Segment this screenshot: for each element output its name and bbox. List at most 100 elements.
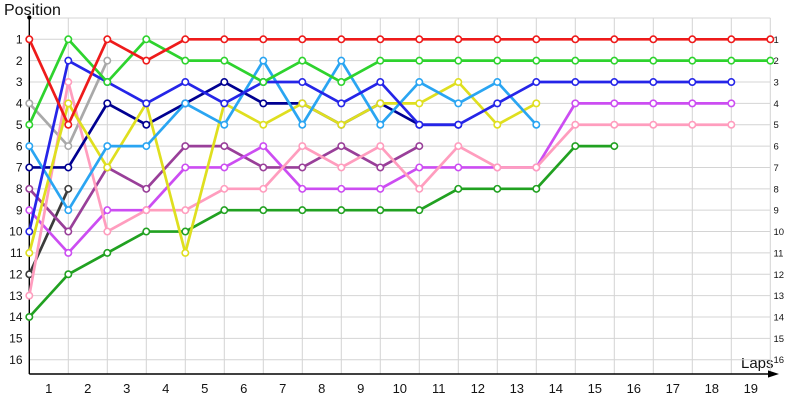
series-marker bbox=[64, 163, 73, 172]
y-axis-title: Position bbox=[4, 2, 61, 19]
series-pink-car bbox=[25, 78, 736, 300]
series-marker bbox=[337, 35, 346, 44]
series-marker bbox=[337, 99, 346, 108]
series-marker bbox=[649, 99, 658, 108]
y-tick-left: 6 bbox=[16, 139, 23, 153]
series-marker bbox=[220, 78, 229, 87]
x-tick: 1 bbox=[45, 381, 52, 396]
series-marker bbox=[727, 120, 736, 129]
series-gray-car bbox=[25, 56, 112, 151]
series-marker bbox=[259, 142, 268, 151]
y-tick-left: 3 bbox=[16, 75, 23, 89]
series-marker bbox=[25, 291, 34, 300]
x-tick: 6 bbox=[240, 381, 247, 396]
y-tick-right: 9 bbox=[774, 206, 779, 217]
series-marker bbox=[103, 99, 112, 108]
series-marker bbox=[64, 248, 73, 257]
x-tick: 19 bbox=[744, 381, 758, 396]
series-marker bbox=[259, 35, 268, 44]
series-marker bbox=[25, 312, 34, 321]
series-marker bbox=[454, 184, 463, 193]
x-tick: 13 bbox=[510, 381, 524, 396]
series-marker bbox=[376, 206, 385, 215]
y-axis-arrow-dot bbox=[27, 15, 32, 20]
series-marker bbox=[142, 35, 151, 44]
series-marker bbox=[493, 78, 502, 87]
grid-lines bbox=[28, 17, 771, 374]
series-marker bbox=[337, 78, 346, 87]
y-tick-left: 12 bbox=[9, 267, 23, 281]
series-marker bbox=[142, 120, 151, 129]
series-marker bbox=[298, 99, 307, 108]
series-marker bbox=[220, 206, 229, 215]
series-marker bbox=[415, 35, 424, 44]
series-marker bbox=[454, 78, 463, 87]
y-tick-left: 7 bbox=[16, 161, 23, 175]
x-axis-arrow bbox=[768, 370, 779, 378]
series-marker bbox=[454, 99, 463, 108]
x-tick: 11 bbox=[432, 381, 446, 396]
y-tick-right: 13 bbox=[774, 291, 785, 302]
series-marker bbox=[649, 56, 658, 65]
series-marker bbox=[337, 206, 346, 215]
y-tick-right: 4 bbox=[774, 99, 779, 110]
series-marker bbox=[25, 120, 34, 129]
series-marker bbox=[259, 78, 268, 87]
series-marker bbox=[181, 248, 190, 257]
series-marker bbox=[25, 248, 34, 257]
series-marker bbox=[181, 78, 190, 87]
y-tick-right: 1 bbox=[774, 35, 779, 46]
series-marker bbox=[181, 227, 190, 236]
series-marker bbox=[298, 163, 307, 172]
series-marker bbox=[493, 56, 502, 65]
series-marker bbox=[103, 163, 112, 172]
x-tick: 18 bbox=[705, 381, 719, 396]
series-marker bbox=[298, 78, 307, 87]
series-marker bbox=[181, 206, 190, 215]
y-tick-right: 14 bbox=[774, 312, 785, 323]
series-green-car bbox=[25, 35, 775, 129]
series-marker bbox=[298, 56, 307, 65]
series-marker bbox=[727, 56, 736, 65]
series-marker bbox=[103, 35, 112, 44]
series-marker bbox=[727, 35, 736, 44]
series-yellow-car bbox=[25, 78, 541, 257]
series-marker bbox=[454, 120, 463, 129]
series-marker bbox=[259, 206, 268, 215]
series-marker bbox=[142, 184, 151, 193]
series-marker bbox=[25, 35, 34, 44]
series-marker bbox=[181, 99, 190, 108]
series-line bbox=[27, 144, 616, 319]
series-marker bbox=[298, 206, 307, 215]
series-marker bbox=[64, 142, 73, 151]
series-marker bbox=[103, 56, 112, 65]
series-marker bbox=[376, 78, 385, 87]
series-marker bbox=[64, 78, 73, 87]
series-line bbox=[27, 80, 538, 255]
series-marker bbox=[25, 184, 34, 193]
series-marker bbox=[415, 99, 424, 108]
series-blue-car bbox=[25, 56, 736, 236]
series-marker bbox=[493, 99, 502, 108]
series-marker bbox=[220, 56, 229, 65]
series-marker bbox=[64, 184, 73, 193]
series-marker bbox=[298, 184, 307, 193]
series-marker bbox=[25, 99, 34, 108]
series-marker bbox=[415, 78, 424, 87]
series-marker bbox=[415, 163, 424, 172]
series-marker bbox=[337, 120, 346, 129]
series-marker bbox=[649, 35, 658, 44]
series-marker bbox=[64, 270, 73, 279]
series-marker bbox=[220, 142, 229, 151]
y-tick-right: 5 bbox=[774, 120, 779, 131]
series-marker bbox=[376, 56, 385, 65]
series-marker bbox=[727, 78, 736, 87]
series-marker bbox=[376, 99, 385, 108]
y-tick-left: 11 bbox=[10, 246, 23, 260]
x-tick: 17 bbox=[666, 381, 680, 396]
series-marker bbox=[25, 142, 34, 151]
series-red-car bbox=[25, 35, 775, 129]
series-marker bbox=[766, 35, 775, 44]
series-marker bbox=[337, 184, 346, 193]
